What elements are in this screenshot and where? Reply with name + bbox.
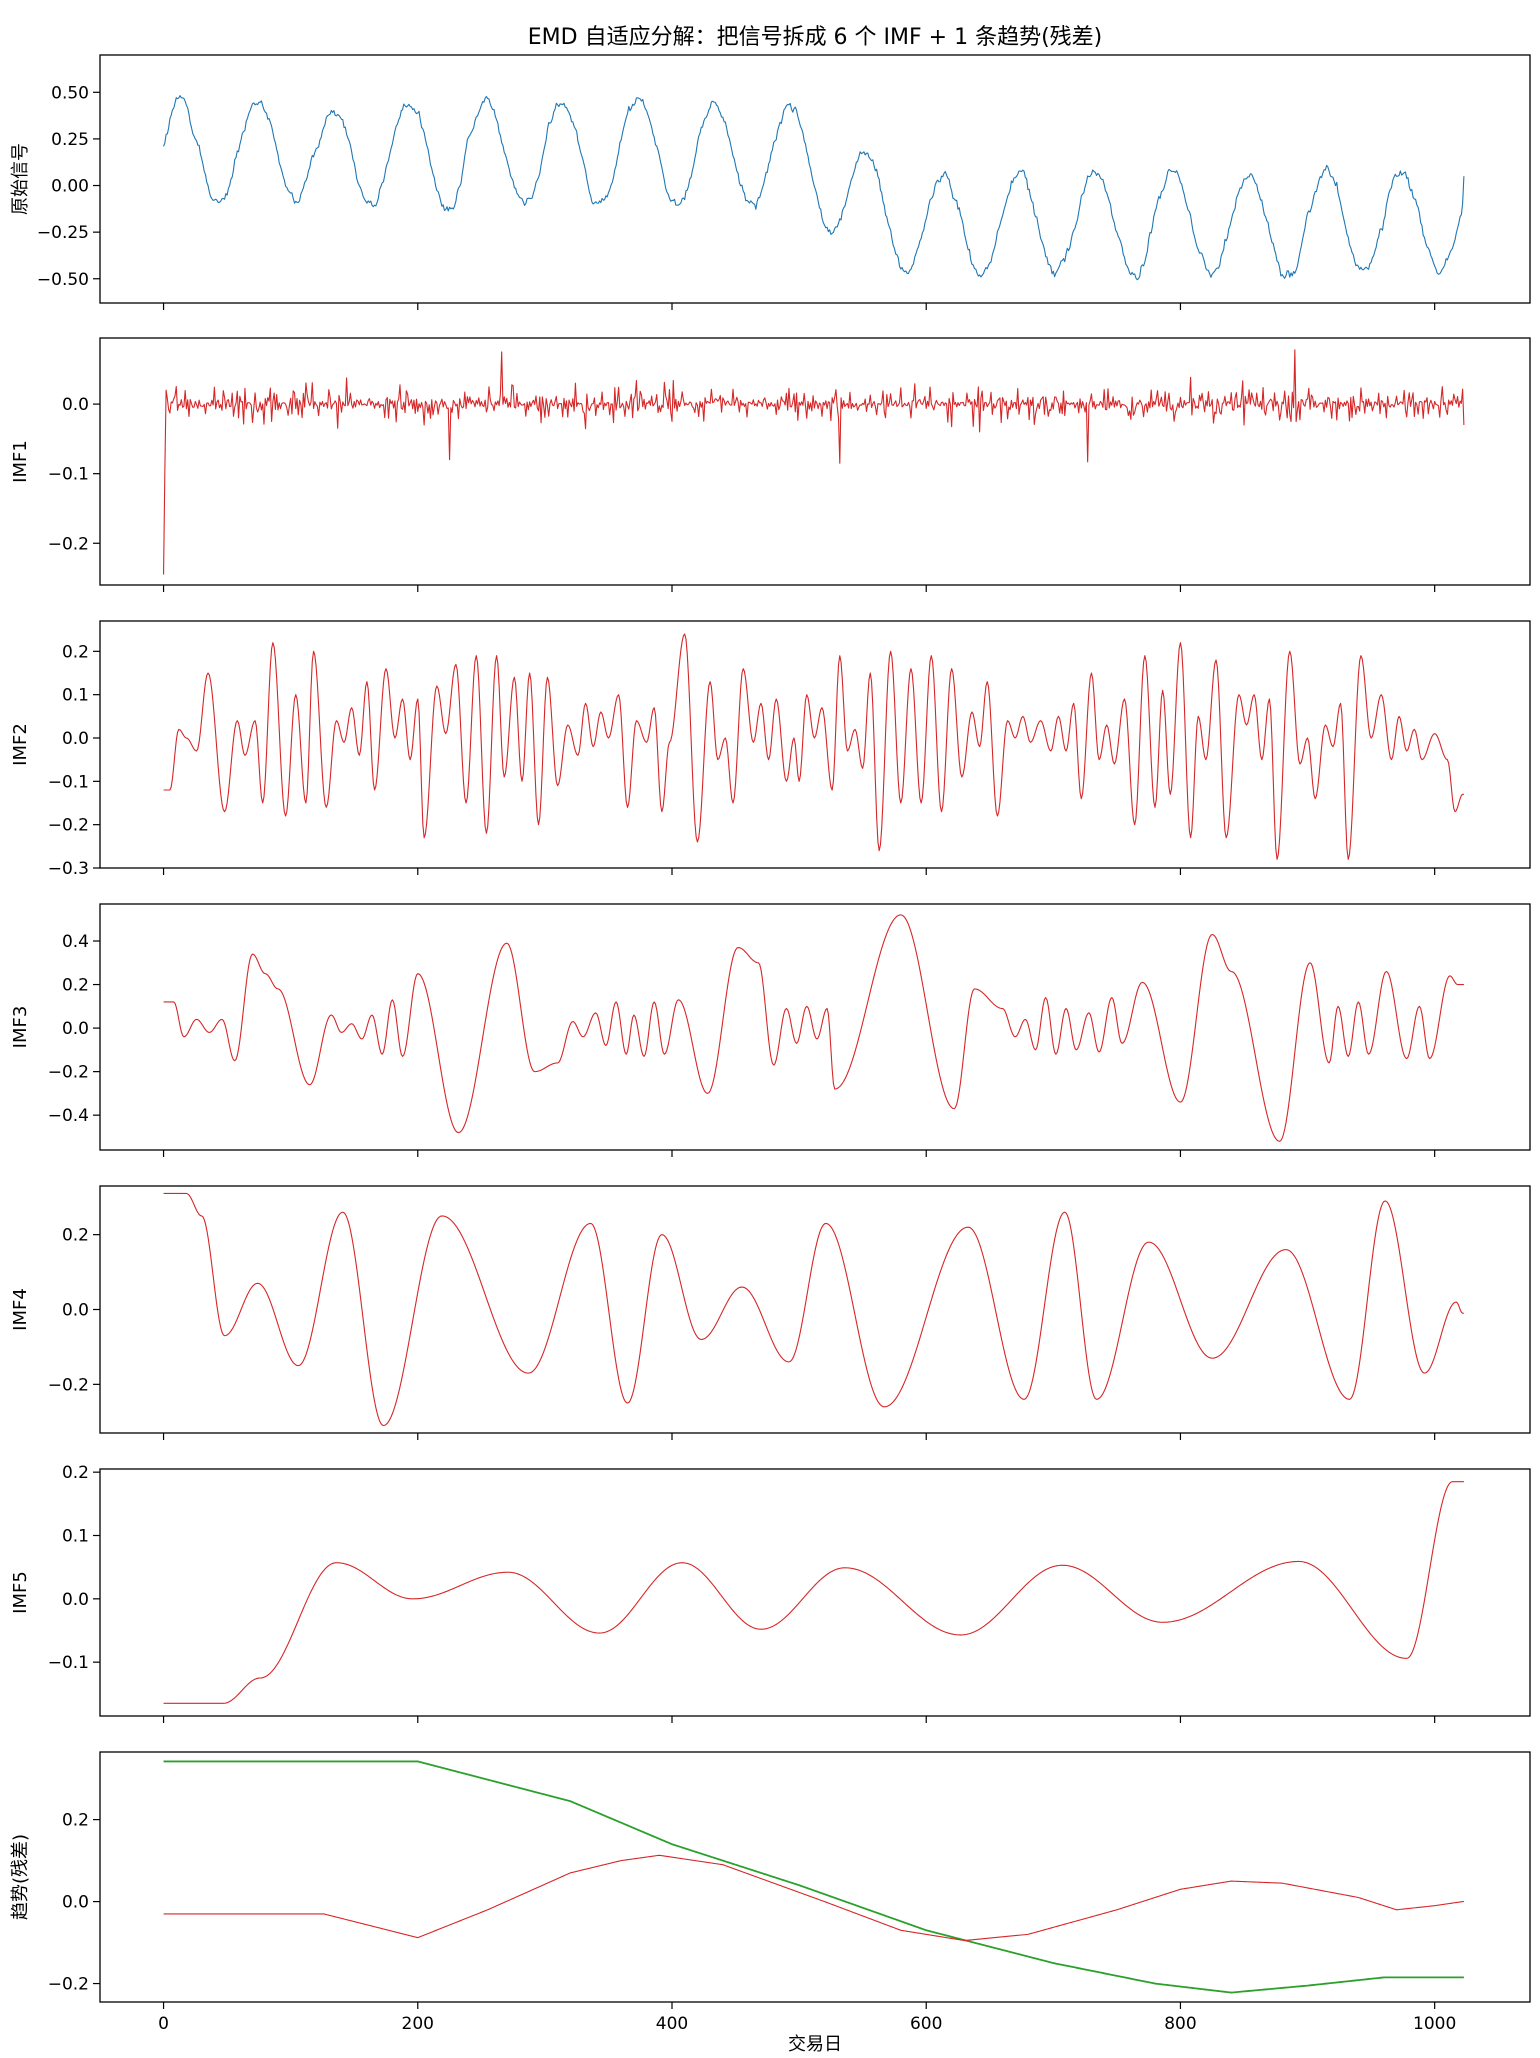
- imf2-axes-frame: [99, 620, 1531, 869]
- subplot-trend-residual: −0.2 0.0 0.2 0 200 400 600 800 1000 趋势(残差): [10, 1751, 1531, 2034]
- original-signal-y-axis-label: 原始信号: [10, 143, 31, 215]
- subplot-stack: −0.50−0.250.000.250.50原始信号−0.2−0.10.0IMF…: [10, 54, 1531, 2034]
- original-signal-y-tick-label: 0.50: [51, 83, 89, 103]
- imf2-y-tick-label: −0.1: [48, 772, 89, 792]
- trend-residual-y-axis-label: 趋势(残差): [10, 1834, 31, 1920]
- imf2-y-tick-label: 0.2: [62, 642, 89, 662]
- imf3-y-axis-label: IMF3: [10, 1006, 31, 1049]
- original-signal-y-tick-label: 0.00: [51, 177, 89, 197]
- imf2-y-tick-label: 0.1: [62, 686, 89, 706]
- imf1-y-tick-label: 0.0: [62, 395, 89, 415]
- x-axis-label: 交易日: [788, 2034, 842, 2055]
- x-tick-label: 600: [910, 2014, 942, 2034]
- imf2-y-tick-label: 0.0: [62, 729, 89, 749]
- imf5-series-line-0: [163, 1481, 1464, 1704]
- imf1-series-line-0: [163, 349, 1465, 575]
- subplot-imf1: −0.2 −0.1 0.0 IMF1: [10, 337, 1531, 592]
- imf3-series-line-0: [163, 914, 1464, 1142]
- subplot-original-signal: −0.50 −0.25 0.00 0.25 0.50 原始信号: [10, 54, 1531, 310]
- imf2-y-tick-label: −0.2: [48, 816, 89, 836]
- x-tick-label: 200: [402, 2014, 434, 2034]
- original-signal-y-tick-label: −0.25: [37, 223, 89, 243]
- trend-residual-y-tick-label: −0.2: [48, 1975, 89, 1995]
- imf4-y-axis-label: IMF4: [10, 1288, 31, 1331]
- subplot-imf3: −0.4 −0.2 0.0 0.2 0.4 IMF3: [10, 903, 1531, 1157]
- imf5-y-tick-label: −0.1: [48, 1653, 89, 1673]
- imf2-series-line-0: [163, 633, 1464, 860]
- x-tick-label: 0: [158, 2014, 169, 2034]
- imf2-y-tick-label: −0.3: [48, 859, 89, 879]
- imf1-y-tick-label: −0.2: [48, 534, 89, 554]
- imf5-y-tick-label: 0.1: [62, 1527, 89, 1547]
- original-signal-series-line-0: [163, 95, 1465, 281]
- imf5-y-tick-label: 0.0: [62, 1590, 89, 1610]
- imf3-y-tick-label: 0.0: [62, 1019, 89, 1039]
- imf5-axes-frame: [99, 1468, 1531, 1717]
- original-signal-y-tick-label: −0.50: [37, 270, 89, 290]
- imf1-y-axis-label: IMF1: [10, 440, 31, 483]
- subplot-imf4: −0.2 0.0 0.2 IMF4: [10, 1185, 1531, 1440]
- x-tick-label: 1000: [1413, 2014, 1456, 2034]
- imf3-y-tick-label: −0.4: [48, 1106, 89, 1126]
- trend-residual-y-tick-label: 0.0: [62, 1893, 89, 1913]
- imf4-series-line-0: [163, 1192, 1464, 1427]
- imf1-axes-frame: [99, 337, 1531, 586]
- trend-residual-series-line-0: [163, 1760, 1464, 1994]
- imf3-y-tick-label: 0.4: [62, 932, 89, 952]
- trend-residual-y-tick-label: 0.2: [62, 1811, 89, 1831]
- imf4-y-tick-label: 0.2: [62, 1226, 89, 1246]
- x-tick-label: 800: [1164, 2014, 1196, 2034]
- x-tick-label: 400: [656, 2014, 688, 2034]
- imf3-y-tick-label: 0.2: [62, 976, 89, 996]
- trend-residual-series-line-1: [163, 1854, 1464, 1942]
- imf4-axes-frame: [99, 1185, 1531, 1434]
- imf2-y-axis-label: IMF2: [10, 723, 31, 766]
- imf4-y-tick-label: 0.0: [62, 1301, 89, 1321]
- imf3-axes-frame: [99, 903, 1531, 1151]
- subplot-imf2: −0.3 −0.2 −0.1 0.0 0.1 0.2 IMF2: [10, 620, 1531, 879]
- subplot-imf5: −0.1 0.0 0.1 0.2 IMF5: [10, 1463, 1531, 1723]
- chart-title: EMD 自适应分解：把信号拆成 6 个 IMF + 1 条趋势(残差): [528, 25, 1103, 50]
- imf4-y-tick-label: −0.2: [48, 1375, 89, 1395]
- imf1-y-tick-label: −0.1: [48, 465, 89, 485]
- original-signal-axes-frame: [99, 54, 1531, 304]
- imf5-y-tick-label: 0.2: [62, 1463, 89, 1483]
- trend-residual-axes-frame: [99, 1751, 1531, 2003]
- imf3-y-tick-label: −0.2: [48, 1063, 89, 1083]
- original-signal-y-tick-label: 0.25: [51, 130, 89, 150]
- imf5-y-axis-label: IMF5: [10, 1571, 31, 1614]
